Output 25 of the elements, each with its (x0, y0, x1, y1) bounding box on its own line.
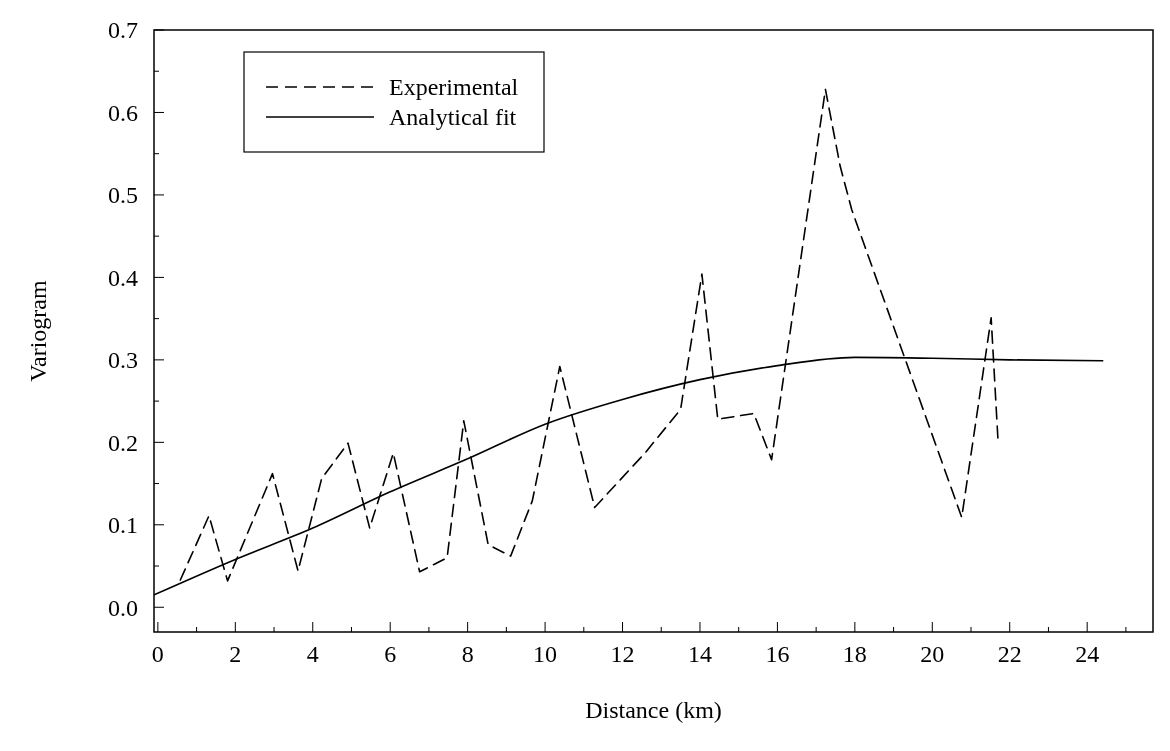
x-tick-label: 2 (229, 641, 242, 667)
y-tick-label: 0.4 (108, 264, 138, 291)
x-tick-label: 14 (687, 641, 712, 667)
x-tick-label: 4 (306, 641, 319, 667)
y-tick-label: 0.1 (108, 512, 138, 539)
legend-label: Experimental (389, 74, 519, 101)
x-tick-label: 20 (920, 641, 945, 667)
y-tick-label: 0.3 (108, 347, 138, 374)
x-tick-label: 22 (997, 641, 1022, 667)
x-tick-label: 0 (151, 641, 164, 667)
x-axis-title: Distance (km) (585, 697, 722, 723)
y-tick-label: 0.5 (108, 182, 138, 209)
x-tick-label: 10 (533, 641, 558, 667)
x-tick-label: 8 (461, 641, 474, 667)
x-tick-label: 16 (765, 641, 790, 667)
x-tick-label: 6 (384, 641, 397, 667)
x-tick-label: 24 (1075, 641, 1100, 667)
y-axis-title: Variogram (25, 280, 51, 382)
y-tick-label: 0.2 (108, 429, 138, 456)
y-tick-label: 0.7 (108, 17, 138, 44)
legend-label: Analytical fit (389, 104, 517, 131)
y-tick-label: 0.0 (108, 594, 138, 621)
x-tick-label: 18 (842, 641, 867, 667)
x-tick-label: 12 (610, 641, 635, 667)
y-tick-label: 0.6 (108, 99, 138, 126)
